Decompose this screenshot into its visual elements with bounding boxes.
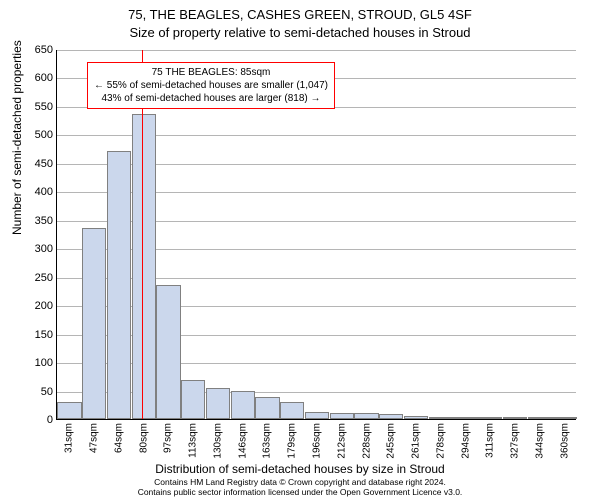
y-tick-label: 250 bbox=[35, 272, 53, 284]
chart-container: 75, THE BEAGLES, CASHES GREEN, STROUD, G… bbox=[0, 0, 600, 500]
y-tick-label: 150 bbox=[35, 329, 53, 341]
chart-title: 75, THE BEAGLES, CASHES GREEN, STROUD, G… bbox=[0, 0, 600, 41]
annotation-line3: 43% of semi-detached houses are larger (… bbox=[94, 92, 328, 105]
bar bbox=[453, 417, 477, 419]
plot-inner: 0501001502002503003504004505005506006503… bbox=[56, 50, 576, 420]
y-tick-label: 600 bbox=[35, 72, 53, 84]
x-tick-label: 64sqm bbox=[113, 423, 124, 453]
bar bbox=[379, 414, 403, 419]
x-tick-label: 344sqm bbox=[534, 423, 545, 459]
x-tick-label: 212sqm bbox=[336, 423, 347, 459]
y-tick-label: 550 bbox=[35, 101, 53, 113]
bar bbox=[82, 228, 106, 419]
annotation-line1: 75 THE BEAGLES: 85sqm bbox=[94, 66, 328, 79]
y-tick-label: 450 bbox=[35, 158, 53, 170]
x-tick-label: 113sqm bbox=[188, 423, 199, 458]
y-tick-label: 350 bbox=[35, 215, 53, 227]
bar bbox=[107, 151, 131, 419]
bar bbox=[206, 388, 230, 419]
bar bbox=[305, 412, 329, 419]
y-tick-label: 0 bbox=[47, 414, 53, 426]
y-tick-label: 100 bbox=[35, 357, 53, 369]
bar bbox=[330, 413, 354, 419]
annotation-line2: ← 55% of semi-detached houses are smalle… bbox=[94, 79, 328, 92]
gridline bbox=[57, 50, 576, 51]
bar bbox=[354, 413, 378, 419]
x-tick-label: 179sqm bbox=[287, 423, 298, 459]
x-tick-label: 130sqm bbox=[212, 423, 223, 459]
y-tick-label: 200 bbox=[35, 300, 53, 312]
y-tick-label: 500 bbox=[35, 129, 53, 141]
x-tick-label: 31sqm bbox=[64, 423, 75, 453]
y-axis-label: Number of semi-detached properties bbox=[10, 40, 24, 235]
x-tick-label: 294sqm bbox=[460, 423, 471, 459]
x-tick-label: 196sqm bbox=[312, 423, 323, 459]
bar bbox=[132, 114, 156, 419]
x-tick-label: 97sqm bbox=[163, 423, 174, 453]
x-tick-label: 261sqm bbox=[411, 423, 422, 459]
bar bbox=[429, 417, 453, 419]
x-tick-label: 146sqm bbox=[237, 423, 248, 459]
footer-line1: Contains HM Land Registry data © Crown c… bbox=[0, 477, 600, 488]
x-tick-label: 278sqm bbox=[435, 423, 446, 459]
bar bbox=[231, 391, 255, 419]
x-tick-label: 327sqm bbox=[510, 423, 521, 459]
title-subtitle: Size of property relative to semi-detach… bbox=[0, 24, 600, 42]
x-tick-label: 163sqm bbox=[262, 423, 273, 459]
x-tick-label: 80sqm bbox=[138, 423, 149, 453]
annotation-box: 75 THE BEAGLES: 85sqm← 55% of semi-detac… bbox=[87, 62, 335, 109]
x-tick-label: 228sqm bbox=[361, 423, 372, 459]
bar bbox=[503, 417, 527, 419]
bar bbox=[528, 417, 552, 419]
x-tick-label: 360sqm bbox=[559, 423, 570, 459]
x-axis-label: Distribution of semi-detached houses by … bbox=[0, 462, 600, 476]
bar bbox=[404, 416, 428, 419]
bar bbox=[156, 285, 180, 419]
footer-attribution: Contains HM Land Registry data © Crown c… bbox=[0, 477, 600, 498]
x-tick-label: 245sqm bbox=[386, 423, 397, 459]
bar bbox=[57, 402, 81, 419]
plot-area: 0501001502002503003504004505005506006503… bbox=[56, 50, 576, 420]
y-tick-label: 50 bbox=[41, 386, 53, 398]
y-tick-label: 650 bbox=[35, 44, 53, 56]
y-tick-label: 300 bbox=[35, 243, 53, 255]
bar bbox=[478, 417, 502, 419]
bar bbox=[552, 417, 576, 419]
x-tick-label: 311sqm bbox=[485, 423, 496, 458]
title-address: 75, THE BEAGLES, CASHES GREEN, STROUD, G… bbox=[0, 6, 600, 24]
x-tick-label: 47sqm bbox=[89, 423, 100, 453]
bar bbox=[255, 397, 279, 419]
footer-line2: Contains public sector information licen… bbox=[0, 487, 600, 498]
y-tick-label: 400 bbox=[35, 186, 53, 198]
bar bbox=[280, 402, 304, 419]
bar bbox=[181, 380, 205, 419]
